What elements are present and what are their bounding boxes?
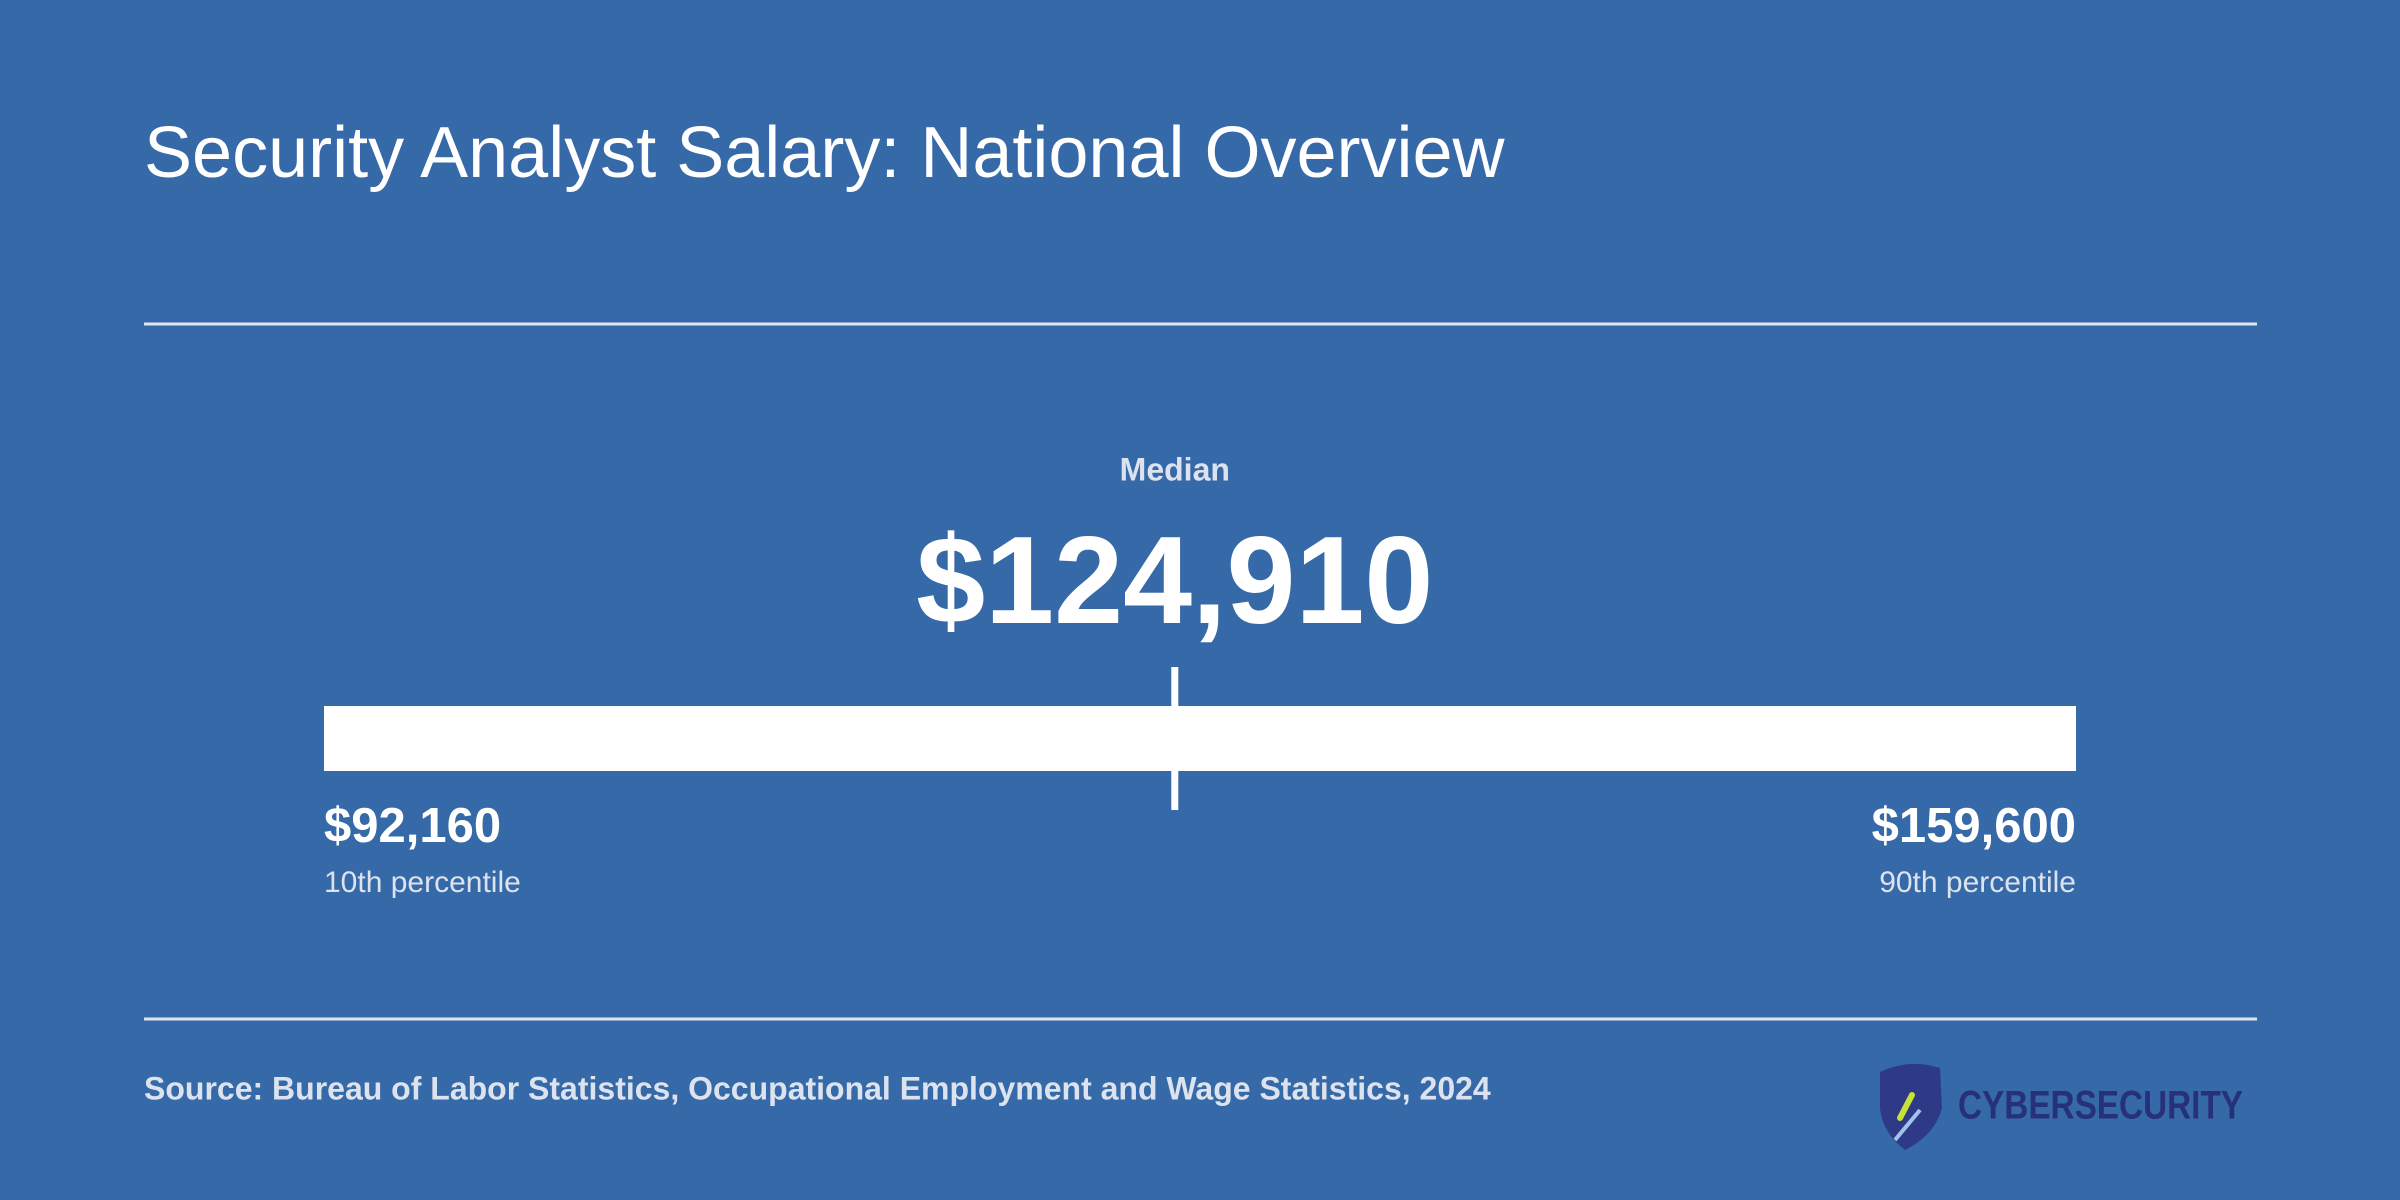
low-value: $92,160 [324, 799, 501, 853]
low-label: 10th percentile [324, 866, 521, 899]
logo-shield [1880, 1063, 1942, 1150]
median-value: $124,910 [916, 512, 1433, 650]
chart-title: Security Analyst Salary: National Overvi… [144, 113, 1506, 193]
high-value: $159,600 [1872, 799, 2076, 853]
logo: CYBERSECURITY [1880, 1063, 2243, 1150]
logo-accent [1893, 1108, 1922, 1142]
logo-accent [1897, 1092, 1915, 1121]
median-label: Median [1120, 451, 1230, 487]
range-bar [324, 706, 2076, 771]
logo-text: CYBERSECURITY [1958, 1084, 2243, 1128]
high-label: 90th percentile [1879, 866, 2076, 899]
source-note: Source: Bureau of Labor Statistics, Occu… [144, 1070, 1491, 1106]
